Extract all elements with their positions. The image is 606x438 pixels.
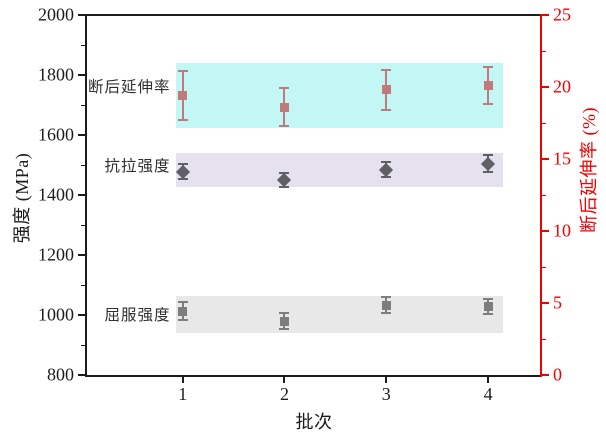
- error-bar-cap: [177, 163, 188, 166]
- error-bar-cap: [381, 296, 392, 298]
- y-left-axis-title: 强度 (MPa): [12, 152, 32, 244]
- y-left-tick-label: 1200: [38, 244, 74, 265]
- error-bar-cap: [381, 176, 392, 179]
- y-left-major-tick: [78, 14, 85, 16]
- error-bar-cap: [483, 103, 494, 106]
- series-band: [175, 153, 504, 187]
- error-bar-cap: [279, 311, 290, 314]
- error-bar-cap: [177, 319, 188, 322]
- y-right-tick-label: 25: [553, 4, 571, 25]
- x-axis-title: 批次: [295, 412, 333, 432]
- error-bar-cap: [279, 87, 290, 90]
- y-left-major-tick: [78, 314, 85, 316]
- y-left-tick-label: 800: [47, 364, 74, 385]
- y-right-major-tick: [542, 158, 549, 160]
- x-tick-label: 1: [178, 384, 188, 404]
- x-tick-label: 2: [279, 384, 289, 404]
- x-tick-label: 3: [381, 384, 391, 404]
- y-left-tick-label: 1400: [38, 184, 74, 205]
- top-spine: [85, 14, 542, 16]
- y-right-axis-title: 断后延伸率 (%): [579, 107, 599, 233]
- y-left-tick-label: 1800: [38, 64, 74, 85]
- y-left-major-tick: [78, 374, 85, 376]
- data-point-square: [483, 81, 493, 91]
- error-bar-cap: [279, 185, 290, 188]
- y-right-minor-tick: [542, 122, 546, 124]
- y-right-tick-label: 0: [553, 364, 562, 385]
- series-band: [175, 63, 504, 128]
- y-right-minor-tick: [542, 338, 546, 340]
- y-right-minor-tick: [542, 50, 546, 52]
- error-bar-cap: [177, 119, 188, 122]
- y-left-minor-tick: [81, 284, 85, 286]
- error-bar-cap: [177, 178, 188, 181]
- x-major-tick: [283, 377, 286, 383]
- data-point-square: [483, 302, 493, 312]
- data-point-square: [381, 300, 391, 310]
- left-spine: [85, 14, 87, 377]
- series-label: 抗拉强度: [104, 158, 171, 175]
- series-label: 屈服强度: [104, 307, 171, 325]
- data-point-square: [279, 316, 289, 326]
- y-left-tick-label: 1600: [38, 124, 74, 145]
- data-point-square: [381, 85, 391, 95]
- y-right-major-tick: [542, 14, 549, 16]
- y-left-major-tick: [78, 134, 85, 136]
- error-bar-cap: [381, 109, 392, 112]
- data-point-square: [178, 91, 188, 101]
- x-tick-label: 4: [483, 384, 493, 404]
- right-spine: [540, 14, 542, 377]
- error-bar-cap: [483, 65, 494, 68]
- y-left-tick-label: 1000: [38, 304, 74, 325]
- y-left-major-tick: [78, 254, 85, 256]
- error-bar-cap: [483, 313, 494, 316]
- y-right-tick-label: 5: [553, 292, 562, 313]
- y-left-major-tick: [78, 74, 85, 76]
- y-left-major-tick: [78, 194, 85, 196]
- error-bar-cap: [381, 312, 392, 315]
- error-bar-cap: [483, 170, 494, 173]
- y-left-tick-label: 2000: [38, 4, 74, 25]
- error-bar-cap: [177, 70, 188, 73]
- y-right-major-tick: [542, 374, 549, 376]
- error-bar-cap: [279, 124, 290, 127]
- y-left-minor-tick: [81, 104, 85, 106]
- error-bar-cap: [483, 297, 494, 300]
- data-point-square: [178, 306, 188, 316]
- data-point-square: [279, 102, 289, 112]
- y-right-tick-label: 15: [553, 148, 571, 169]
- error-bar-cap: [381, 68, 392, 71]
- error-bar-cap: [381, 160, 392, 163]
- bottom-spine: [85, 375, 542, 377]
- y-right-tick-label: 20: [553, 76, 571, 97]
- x-major-tick: [385, 377, 388, 383]
- y-right-tick-label: 10: [553, 220, 571, 241]
- y-left-minor-tick: [81, 164, 85, 166]
- x-major-tick: [181, 377, 184, 383]
- error-bar-cap: [177, 301, 188, 304]
- error-bar-cap: [483, 154, 494, 157]
- y-right-major-tick: [542, 230, 549, 232]
- series-band: [175, 295, 504, 333]
- series-label: 断后延伸率: [88, 79, 171, 97]
- y-left-minor-tick: [81, 44, 85, 46]
- y-right-major-tick: [542, 86, 549, 88]
- y-right-minor-tick: [542, 194, 546, 196]
- y-right-minor-tick: [542, 266, 546, 268]
- y-left-minor-tick: [81, 344, 85, 346]
- error-bar-cap: [279, 328, 290, 331]
- x-major-tick: [487, 377, 490, 383]
- y-left-minor-tick: [81, 224, 85, 226]
- y-right-major-tick: [542, 302, 549, 304]
